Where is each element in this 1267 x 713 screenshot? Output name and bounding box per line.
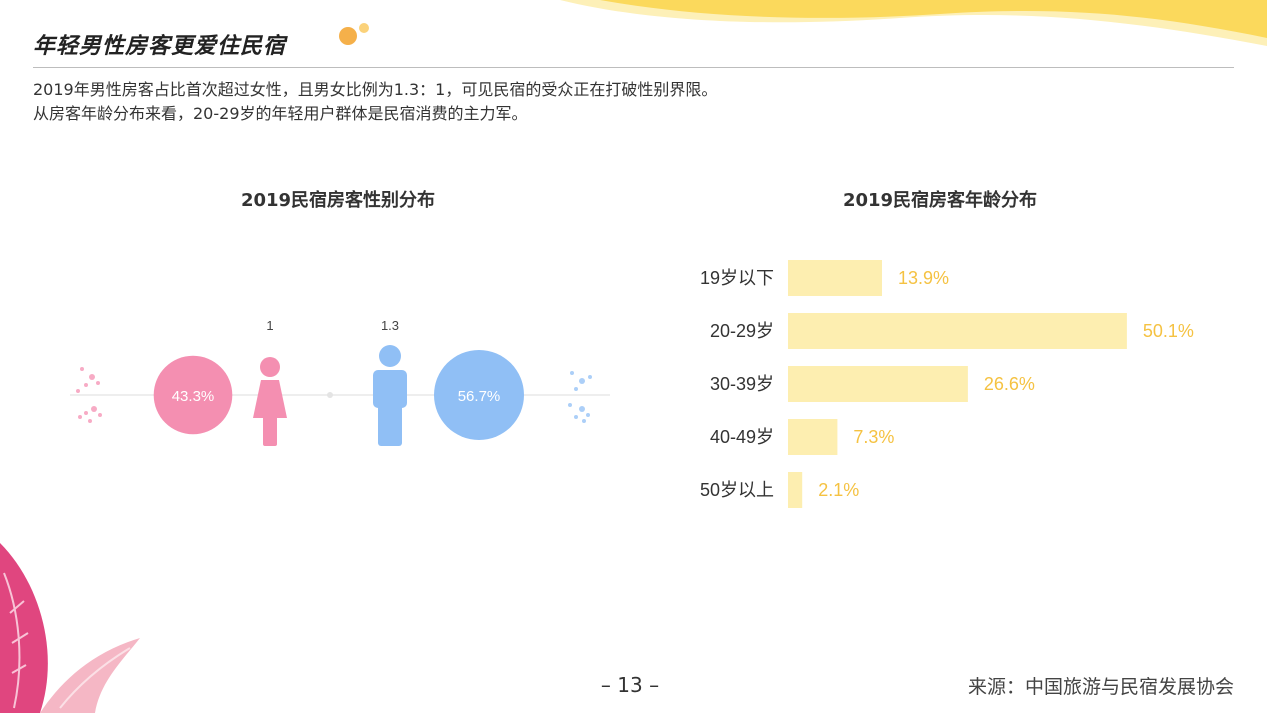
age-bar <box>788 313 1127 349</box>
page-title: 年轻男性房客更爱住民宿 <box>33 34 287 59</box>
age-chart: 19岁以下 13.9% 20-29岁 50.1% 30-39岁 26.6% 40-49岁 7.… <box>700 260 1194 508</box>
male-icon <box>373 345 407 446</box>
gender-chart: 43.3% 1 56.7% 1.3 <box>70 318 610 446</box>
male-ratio-label: 1.3 <box>381 318 399 333</box>
top-wave-decoration <box>560 0 1267 46</box>
age-bar <box>788 260 882 296</box>
age-value-label: 26.6% <box>984 374 1035 394</box>
age-category-label: 50岁以上 <box>700 480 774 500</box>
age-bar <box>788 366 968 402</box>
source-text: 来源：中国旅游与民宿发展协会 <box>967 676 1234 698</box>
gender-center-dot <box>327 392 333 398</box>
age-bar <box>788 419 838 455</box>
age-value-label: 7.3% <box>853 427 894 447</box>
male-share-label: 56.7% <box>458 388 501 405</box>
age-category-label: 30-39岁 <box>710 374 774 394</box>
female-share-label: 43.3% <box>172 388 215 405</box>
title-dots-decoration <box>339 23 369 45</box>
age-category-label: 19岁以下 <box>700 268 774 288</box>
female-dots-decoration <box>76 367 102 423</box>
gender-chart-title: 2019民宿房客性别分布 <box>240 190 436 211</box>
age-value-label: 50.1% <box>1143 321 1194 341</box>
intro-text: 2019年男性房客占比首次超过女性，且男女比例为1.3：1，可见民宿的受众正在打… <box>33 78 717 126</box>
leaf-decoration <box>0 543 140 713</box>
intro-line-2: 从房客年龄分布来看，20-29岁的年轻用户群体是民宿消费的主力军。 <box>33 104 528 123</box>
female-share-circle <box>153 355 233 435</box>
age-category-label: 40-49岁 <box>710 427 774 447</box>
title-divider <box>33 67 1234 68</box>
age-category-label: 20-29岁 <box>710 321 774 341</box>
female-icon <box>253 357 287 446</box>
age-value-label: 13.9% <box>898 268 949 288</box>
female-ratio-label: 1 <box>266 318 273 333</box>
intro-line-1: 2019年男性房客占比首次超过女性，且男女比例为1.3：1，可见民宿的受众正在打… <box>33 80 718 99</box>
page-number: – 13 – <box>600 673 660 697</box>
age-bar <box>788 472 803 508</box>
age-chart-title: 2019民宿房客年龄分布 <box>842 190 1038 211</box>
male-dots-decoration <box>568 371 592 423</box>
male-share-circle <box>434 350 524 440</box>
age-value-label: 2.1% <box>818 480 859 500</box>
